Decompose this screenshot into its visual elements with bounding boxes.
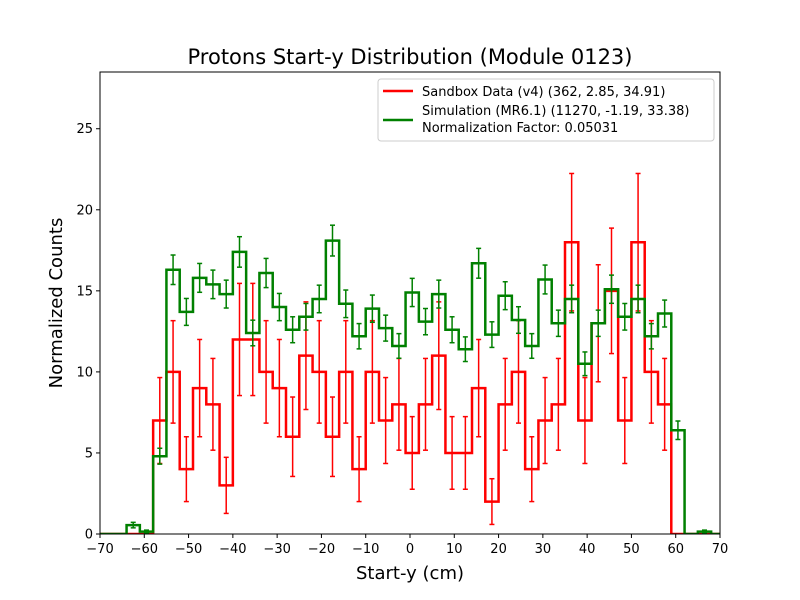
x-tick-label: −50 bbox=[175, 542, 202, 557]
x-tick-label: −20 bbox=[308, 542, 335, 557]
x-tick-label: 30 bbox=[535, 542, 552, 557]
y-axis-label: Normalized Counts bbox=[46, 218, 67, 389]
x-tick-label: −70 bbox=[86, 542, 113, 557]
legend-normalization-factor: Normalization Factor: 0.05031 bbox=[422, 121, 618, 136]
x-tick-label: 70 bbox=[712, 542, 729, 557]
legend: Sandbox Data (v4) (362, 2.85, 34.91) Sim… bbox=[377, 78, 715, 142]
x-tick-label: 40 bbox=[579, 542, 596, 557]
legend-entry-data: Sandbox Data (v4) (362, 2.85, 34.91) bbox=[422, 85, 665, 100]
y-tick-label: 0 bbox=[85, 528, 93, 543]
x-axis-label: Start-y (cm) bbox=[356, 563, 464, 584]
y-tick-label: 15 bbox=[76, 284, 93, 299]
x-tick-label: 20 bbox=[490, 542, 507, 557]
axis-ticks: −70 −60 −50 −40 −30 −20 −10 0 10 20 30 40 50 60 70 0 5 10… bbox=[76, 122, 728, 557]
series-0 bbox=[100, 172, 720, 534]
x-tick-label: −10 bbox=[352, 542, 379, 557]
y-tick-label: 10 bbox=[76, 365, 93, 380]
x-tick-label: −60 bbox=[131, 542, 158, 557]
y-tick-label: 25 bbox=[76, 122, 93, 137]
series-1 bbox=[100, 224, 720, 534]
x-tick-label: 0 bbox=[406, 542, 414, 557]
x-tick-label: −40 bbox=[219, 542, 246, 557]
legend-entry-simulation: Simulation (MR6.1) (11270, -1.19, 33.38) bbox=[422, 104, 689, 119]
x-tick-label: 10 bbox=[446, 542, 463, 557]
legend-box bbox=[377, 78, 715, 142]
x-tick-label: −30 bbox=[263, 542, 290, 557]
y-tick-label: 20 bbox=[76, 203, 93, 218]
chart-title: Protons Start-y Distribution (Module 012… bbox=[188, 45, 633, 69]
x-tick-label: 50 bbox=[623, 542, 640, 557]
plot-area bbox=[100, 172, 720, 534]
x-tick-label: 60 bbox=[667, 542, 684, 557]
y-tick-label: 5 bbox=[85, 446, 93, 461]
series-step-line bbox=[100, 239, 720, 534]
